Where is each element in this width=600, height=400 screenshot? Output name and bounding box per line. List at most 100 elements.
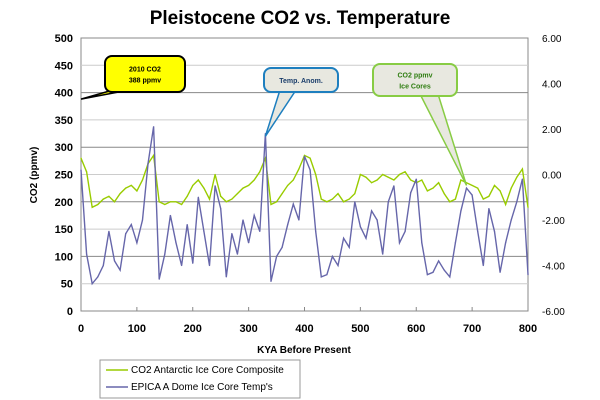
data-point xyxy=(477,187,479,189)
data-point xyxy=(421,242,423,244)
data-point xyxy=(365,176,367,178)
data-point xyxy=(398,242,401,244)
data-point xyxy=(186,223,188,226)
data-point xyxy=(108,195,110,197)
data-point xyxy=(465,187,468,189)
data-point xyxy=(499,190,501,192)
y-tick-label: 500 xyxy=(55,33,73,45)
data-point xyxy=(404,230,406,232)
y-tick-label: 300 xyxy=(55,142,73,154)
callout-text: CO2 ppmv xyxy=(397,73,432,80)
data-point xyxy=(415,178,417,180)
data-point xyxy=(97,276,99,278)
data-point xyxy=(460,210,462,212)
data-point xyxy=(471,184,473,187)
data-point xyxy=(454,242,456,244)
data-point xyxy=(315,173,317,176)
data-point xyxy=(80,169,82,171)
data-point xyxy=(376,219,378,221)
data-point xyxy=(197,179,199,181)
data-point xyxy=(242,187,244,189)
callout-text: Temp. Anom. xyxy=(279,78,323,85)
data-point xyxy=(432,271,434,273)
data-point xyxy=(521,168,524,170)
data-point xyxy=(488,195,490,197)
data-point xyxy=(443,269,445,271)
callout-box xyxy=(263,67,339,93)
data-point xyxy=(432,187,434,189)
x-tick-label: 500 xyxy=(351,323,369,335)
y2-tick-label: -6.00 xyxy=(542,307,565,318)
y2-tick-label: 0.00 xyxy=(542,171,562,182)
y-tick-label: 400 xyxy=(55,88,73,100)
data-point xyxy=(527,274,529,276)
data-point xyxy=(287,223,289,226)
data-point xyxy=(410,192,412,194)
data-point xyxy=(153,154,155,156)
data-point xyxy=(136,190,138,192)
data-point xyxy=(186,195,188,197)
data-point xyxy=(320,276,322,278)
y2-tick-label: 6.00 xyxy=(542,34,562,45)
data-point xyxy=(443,193,445,195)
data-point xyxy=(298,219,300,221)
callout-text: Ice Cores xyxy=(399,84,431,91)
data-point xyxy=(404,171,406,173)
data-point xyxy=(382,173,384,176)
x-tick-label: 700 xyxy=(463,323,481,335)
data-point xyxy=(292,179,294,181)
data-point xyxy=(337,264,339,267)
data-point xyxy=(91,283,93,285)
data-point xyxy=(214,185,216,187)
data-point xyxy=(287,184,289,187)
data-point xyxy=(141,179,144,181)
data-point xyxy=(130,223,132,226)
data-point xyxy=(113,260,116,262)
data-point xyxy=(303,154,306,156)
data-point xyxy=(376,179,378,181)
data-point xyxy=(158,278,160,280)
data-point xyxy=(214,173,216,176)
data-point xyxy=(493,184,496,187)
data-point xyxy=(505,203,507,206)
data-point xyxy=(292,203,294,205)
data-point xyxy=(259,230,261,232)
data-point xyxy=(248,184,250,187)
data-point xyxy=(354,193,356,195)
x-tick-label: 100 xyxy=(128,323,146,335)
data-point xyxy=(421,179,423,181)
data-point xyxy=(387,176,389,178)
data-point xyxy=(398,173,401,176)
y-axis-label: CO2 (ppmv) xyxy=(29,147,40,204)
x-tick-label: 800 xyxy=(519,323,537,335)
data-point xyxy=(471,194,473,196)
data-point xyxy=(169,214,171,217)
data-point xyxy=(365,237,367,239)
data-point xyxy=(348,198,350,200)
data-point xyxy=(488,208,490,210)
data-point xyxy=(259,171,261,173)
y-tick-label: 150 xyxy=(55,224,73,236)
y2-tick-label: -4.00 xyxy=(542,262,565,273)
data-point xyxy=(147,162,149,164)
data-point xyxy=(253,214,255,217)
data-point xyxy=(275,255,278,257)
data-point xyxy=(275,201,278,203)
callout-text: 2010 CO2 xyxy=(129,67,161,74)
data-point xyxy=(343,201,345,203)
data-point xyxy=(91,206,93,208)
data-point xyxy=(208,264,211,267)
data-point xyxy=(158,201,160,203)
data-point xyxy=(119,193,121,195)
data-point xyxy=(499,271,501,273)
x-tick-label: 300 xyxy=(239,323,257,335)
data-point xyxy=(426,190,429,192)
data-point xyxy=(387,201,389,203)
data-point xyxy=(242,219,244,221)
callout-text: 388 ppmv xyxy=(129,78,161,85)
data-point xyxy=(326,274,328,276)
x-axis-label: KYA Before Present xyxy=(257,345,351,356)
data-point xyxy=(80,157,82,159)
data-point xyxy=(309,169,311,171)
